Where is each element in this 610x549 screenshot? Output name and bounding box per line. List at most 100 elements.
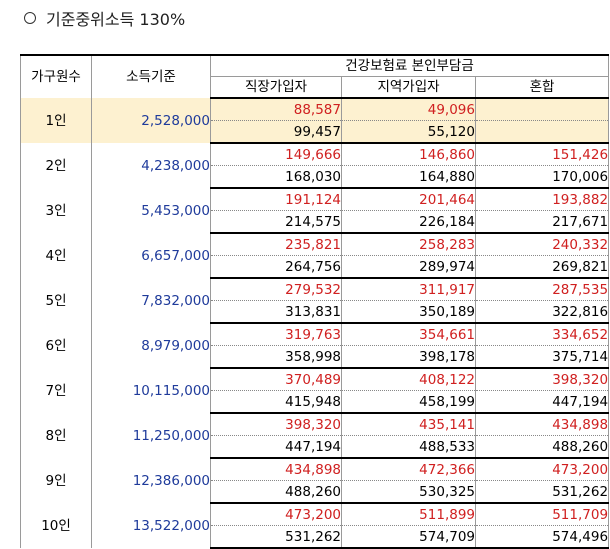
employee-premium-bottom: 358,998 — [210, 345, 342, 369]
income-standard: 13,522,000 — [91, 503, 211, 548]
table-row: 415,948 458,199 447,194 — [21, 390, 610, 414]
regional-premium-top: 146,860 — [341, 143, 476, 166]
employee-premium-bottom: 488,260 — [210, 480, 342, 504]
regional-premium-top: 258,283 — [341, 233, 476, 256]
table-row: 3인 5,453,000 191,124 201,464 193,882 — [20, 188, 610, 233]
regional-premium-bottom: 530,325 — [341, 480, 476, 504]
employee-premium-top: 149,666 — [210, 143, 342, 166]
mixed-premium-top: 287,535 — [474, 278, 610, 301]
household-size: 4인 — [20, 233, 92, 278]
mixed-premium-bottom: 170,006 — [474, 165, 610, 189]
regional-premium-bottom: 226,184 — [341, 210, 476, 234]
section-title: 기준중위소득 130% — [24, 6, 185, 30]
table-row: 6인 8,979,000 319,763 354,661 334,652 — [20, 323, 610, 368]
table-row: 264,756 289,974 269,821 — [21, 255, 610, 279]
employee-premium-bottom: 415,948 — [210, 390, 342, 414]
mixed-premium-bottom: 269,821 — [474, 255, 610, 279]
header-employee: 직장가입자 — [210, 76, 342, 99]
income-standard: 12,386,000 — [91, 458, 211, 503]
employee-premium-top: 398,320 — [210, 413, 342, 436]
employee-premium-bottom: 264,756 — [210, 255, 342, 279]
header-income: 소득기준 — [91, 54, 211, 98]
mixed-premium-top: 398,320 — [474, 368, 610, 391]
employee-premium-top: 88,587 — [210, 98, 342, 121]
table-row: 5인 7,832,000 279,532 311,917 287,535 — [20, 278, 610, 323]
regional-premium-bottom: 398,178 — [341, 345, 476, 369]
table-row: 313,831 350,189 322,816 — [21, 300, 610, 324]
employee-premium-bottom: 99,457 — [210, 120, 342, 144]
household-size: 3인 — [20, 188, 92, 233]
regional-premium-bottom: 488,533 — [341, 435, 476, 459]
regional-premium-top: 472,366 — [341, 458, 476, 481]
household-size: 1인 — [20, 98, 92, 143]
regional-premium-top: 354,661 — [341, 323, 476, 346]
regional-premium-bottom: 458,199 — [341, 390, 476, 414]
employee-premium-bottom: 168,030 — [210, 165, 342, 189]
mixed-premium-bottom: 447,194 — [474, 390, 610, 414]
mixed-premium-top: 511,709 — [474, 503, 610, 526]
regional-premium-bottom: 164,880 — [341, 165, 476, 189]
household-size: 10인 — [20, 503, 92, 548]
table-row: 447,194 488,533 488,260 — [21, 435, 610, 459]
mixed-premium-bottom: 217,671 — [474, 210, 610, 234]
income-standard: 2,528,000 — [91, 98, 211, 143]
table-row: 358,998 398,178 375,714 — [21, 345, 610, 369]
employee-premium-top: 279,532 — [210, 278, 342, 301]
mixed-premium-bottom: 531,262 — [474, 480, 610, 504]
household-size: 6인 — [20, 323, 92, 368]
table-row: 10인 13,522,000 473,200 511,899 511,709 — [20, 503, 610, 548]
employee-premium-top: 473,200 — [210, 503, 342, 526]
employee-premium-top: 191,124 — [210, 188, 342, 211]
employee-premium-top: 434,898 — [210, 458, 342, 481]
household-size: 2인 — [20, 143, 92, 188]
income-standard: 6,657,000 — [91, 233, 211, 278]
mixed-premium-bottom: 488,260 — [474, 435, 610, 459]
employee-premium-top: 235,821 — [210, 233, 342, 256]
mixed-premium-top: 151,426 — [474, 143, 610, 166]
mixed-premium-top: 193,882 — [474, 188, 610, 211]
income-standard: 5,453,000 — [91, 188, 211, 233]
table-row: 214,575 226,184 217,671 — [21, 210, 610, 234]
mixed-premium-top: 240,332 — [474, 233, 610, 256]
employee-premium-top: 370,489 — [210, 368, 342, 391]
household-size: 5인 — [20, 278, 92, 323]
household-size: 9인 — [20, 458, 92, 503]
section-title-text: 기준중위소득 130% — [46, 10, 186, 29]
regional-premium-bottom: 289,974 — [341, 255, 476, 279]
mixed-premium-bottom: 375,714 — [474, 345, 610, 369]
employee-premium-bottom: 531,262 — [210, 525, 342, 549]
household-size: 8인 — [20, 413, 92, 458]
header-premium-group: 건강보험료 본인부담금 — [209, 54, 610, 77]
premium-table: 가구원수 소득기준 건강보험료 본인부담금 직장가입자 지역가입자 혼합 1인 2… — [20, 54, 610, 549]
income-standard: 8,979,000 — [91, 323, 211, 368]
regional-premium-bottom: 574,709 — [341, 525, 476, 549]
employee-premium-bottom: 447,194 — [210, 435, 342, 459]
table-row: 99,457 55,120 — [21, 120, 610, 144]
regional-premium-top: 435,141 — [341, 413, 476, 436]
household-size: 7인 — [20, 368, 92, 413]
income-standard: 11,250,000 — [91, 413, 211, 458]
income-standard: 10,115,000 — [91, 368, 211, 413]
regional-premium-bottom: 350,189 — [341, 300, 476, 324]
regional-premium-top: 49,096 — [341, 98, 476, 121]
regional-premium-top: 511,899 — [341, 503, 476, 526]
mixed-premium-bottom — [474, 120, 610, 144]
table-row: 488,260 530,325 531,262 — [21, 480, 610, 504]
mixed-premium-top: 434,898 — [474, 413, 610, 436]
table-row: 168,030 164,880 170,006 — [21, 165, 610, 189]
mixed-premium-top: 473,200 — [474, 458, 610, 481]
header-regional: 지역가입자 — [341, 76, 476, 99]
employee-premium-bottom: 313,831 — [210, 300, 342, 324]
table-row: 1인 2,528,000 88,587 49,096 — [20, 98, 610, 143]
employee-premium-top: 319,763 — [210, 323, 342, 346]
mixed-premium-bottom: 574,496 — [474, 525, 610, 549]
header-household: 가구원수 — [20, 54, 92, 98]
regional-premium-top: 201,464 — [341, 188, 476, 211]
employee-premium-bottom: 214,575 — [210, 210, 342, 234]
table-row: 7인 10,115,000 370,489 408,122 398,320 — [20, 368, 610, 413]
table-row: 2인 4,238,000 149,666 146,860 151,426 — [20, 143, 610, 188]
header-mixed: 혼합 — [474, 76, 610, 99]
mixed-premium-bottom: 322,816 — [474, 300, 610, 324]
regional-premium-top: 311,917 — [341, 278, 476, 301]
mixed-premium-top — [474, 98, 610, 121]
